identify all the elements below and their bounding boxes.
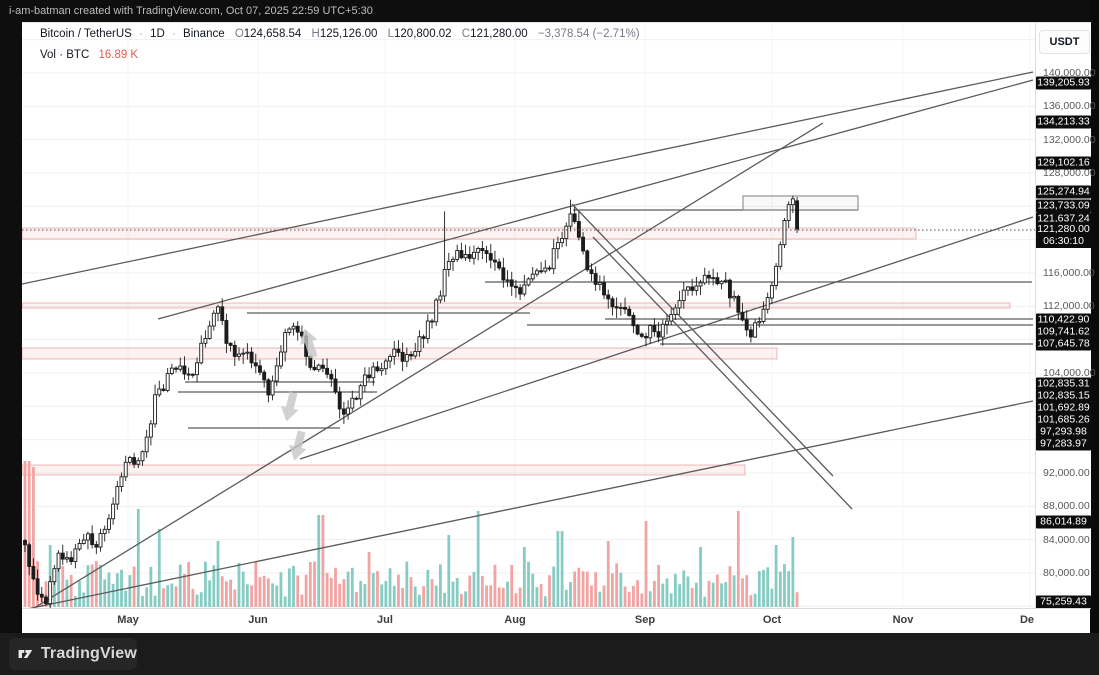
drawing-price-label: 107,645.78 <box>1036 337 1091 351</box>
left-edge-strip <box>0 22 22 633</box>
high-key: H <box>311 28 320 40</box>
time-axis-month-label: Oct <box>762 614 782 626</box>
price-grid-label: 92,000.00 <box>1043 466 1090 479</box>
vol-unit: BTC <box>66 49 90 61</box>
drawing-price-label: 101,692.89 <box>1036 401 1091 415</box>
price-grid-label: 136,000.00 <box>1043 100 1096 113</box>
interval-label[interactable]: 1D <box>150 28 165 40</box>
drawing-price-label: 129,102.16 <box>1036 156 1091 170</box>
watermark-bar: i-am-batman created with TradingView.com… <box>0 0 1099 22</box>
down-arrow-icon <box>281 391 299 422</box>
drawing-price-label: 102,835.15 <box>1036 389 1091 403</box>
vol-value: 16.89 K <box>98 49 139 61</box>
time-axis-month-label: De <box>1019 614 1035 626</box>
low-value: 120,800.02 <box>394 28 452 40</box>
drawing-price-label: 109,741.62 <box>1036 325 1091 339</box>
right-edge-strip <box>1090 0 1099 675</box>
open-value: 124,658.54 <box>243 28 302 40</box>
drawing-price-label: 110,422.90 <box>1036 313 1091 327</box>
chart-pane[interactable]: Bitcoin / TetherUS · 1D · Binance O124,6… <box>21 22 1035 614</box>
price-grid-label: 84,000.00 <box>1043 533 1090 546</box>
watermark-text: i-am-batman created with TradingView.com… <box>9 5 373 17</box>
price-grid-label: 112,000.00 <box>1043 300 1095 313</box>
price-grid-label: 116,000.00 <box>1043 266 1095 279</box>
drawing-price-label: 75,259.43 <box>1036 595 1091 609</box>
drawing-price-label: 101,685.26 <box>1036 413 1091 427</box>
close-key: C <box>461 28 471 40</box>
chart-canvas[interactable] <box>21 23 1035 614</box>
drawing-price-label: 134,213.33 <box>1036 115 1091 129</box>
up-arrow-icon <box>300 328 318 359</box>
time-axis-month-label: Jul <box>377 614 393 626</box>
drawing-price-label: 97,293.98 <box>1036 425 1091 439</box>
price-grid-label: 104,000.00 <box>1043 366 1096 379</box>
volume-row[interactable]: Vol · BTC 16.89 K <box>40 49 139 61</box>
tradingview-logo[interactable]: TradingView <box>9 638 137 670</box>
price-axis[interactable]: USDT 140,000.00 136,000.00 132,000.00 128,0… <box>1035 22 1096 609</box>
drawing-price-label: 102,835.31 <box>1036 377 1091 391</box>
price-grid-label: 80,000.00 <box>1043 566 1090 579</box>
time-axis-month-label: Sep <box>634 614 656 626</box>
price-grid-label: 140,000.00 <box>1043 67 1096 79</box>
change-value: −3,378.54 (−2.71%) <box>537 28 640 40</box>
symbol-title[interactable]: Bitcoin / TetherUS <box>40 28 132 40</box>
symbol-info-row[interactable]: Bitcoin / TetherUS · 1D · Binance O124,6… <box>40 28 640 40</box>
close-value: 121,280.00 <box>470 28 528 40</box>
open-key: O <box>234 28 244 40</box>
drawing-price-label: 97,283.97 <box>1036 437 1091 451</box>
vol-label: Vol <box>40 49 56 61</box>
currency-toggle-button[interactable]: USDT <box>1039 30 1090 54</box>
price-grid-label: 128,000.00 <box>1043 166 1096 179</box>
tradingview-logo-text: TradingView <box>40 645 137 662</box>
tradingview-logo-icon <box>18 650 33 658</box>
time-axis-month-label: Nov <box>892 614 914 626</box>
time-axis-month-label: Aug <box>504 614 526 626</box>
bottom-bar: TradingView <box>0 633 1099 675</box>
high-value: 125,126.00 <box>319 28 378 40</box>
drawing-price-label: 86,014.89 <box>1036 515 1091 529</box>
time-axis-month-label: Jun <box>248 614 268 626</box>
low-key: L <box>387 28 395 40</box>
price-grid-label: 88,000.00 <box>1043 500 1090 513</box>
exchange-label[interactable]: Binance <box>183 28 225 40</box>
down-arrow-icon <box>289 430 307 461</box>
time-axis[interactable]: May Jun Jul Aug Sep Oct Nov De <box>22 608 1090 634</box>
drawing-price-label: 123,733.09 <box>1036 199 1091 213</box>
drawing-price-label: 125,274.94 <box>1036 185 1091 199</box>
price-grid-label: 132,000.00 <box>1043 133 1096 146</box>
drawing-price-label: 139,205.93 <box>1036 76 1091 90</box>
time-axis-month-label: May <box>117 614 139 626</box>
current-price-label: 121,280.00 06:30:10 <box>1036 222 1091 248</box>
